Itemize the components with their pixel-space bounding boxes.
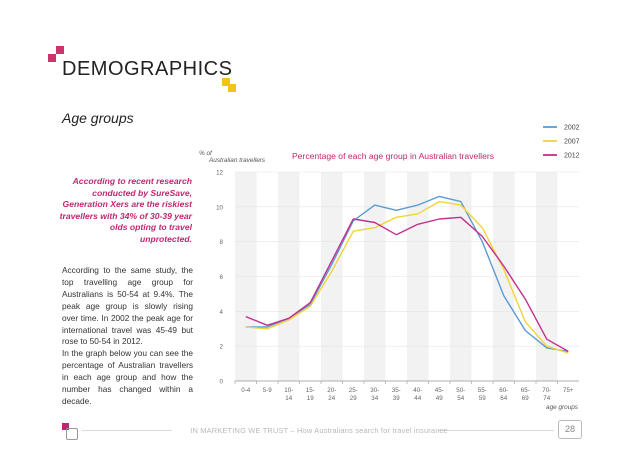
- logo-block-yellow: [222, 78, 230, 86]
- x-tick-label: 25-29: [349, 387, 358, 402]
- y-tick-label: 0: [220, 379, 224, 386]
- footer-logo-gray: [66, 428, 78, 440]
- x-tick-label: 50-54: [456, 387, 465, 402]
- x-tick-label: 75+: [563, 387, 574, 394]
- age-group-line-chart: 0 2 4 6 8 10 12 0-4 5-9 10-14 15-19 20-24 25-29 30-3…: [199, 125, 580, 412]
- page-number: 28: [558, 420, 582, 439]
- x-tick-label: 70-74: [542, 387, 551, 402]
- y-tick-label: 4: [220, 309, 224, 316]
- logo-block-pink-2: [56, 46, 64, 54]
- legend-label-2002: 2002: [564, 125, 580, 132]
- x-tick-label: 0-4: [241, 387, 251, 394]
- body-paragraph-2: In the graph below you can see the perce…: [62, 348, 193, 406]
- x-tick-label: 55-59: [478, 387, 487, 402]
- x-axis-label: age groups: [546, 404, 579, 411]
- x-tick-label: 60-64: [499, 387, 508, 402]
- x-tick-label: 65-69: [521, 387, 530, 402]
- x-tick-label: 30-34: [370, 387, 379, 402]
- body-paragraph-1: According to the same study, the top tra…: [62, 265, 193, 347]
- series-line-2012: [245, 216, 569, 353]
- logo-block-yellow-2: [228, 84, 236, 92]
- x-tick-label: 35-39: [392, 387, 401, 402]
- y-tick-label: 12: [216, 170, 223, 177]
- x-tick-label: 5-9: [263, 387, 273, 394]
- chart-title: Percentage of each age group in Australi…: [292, 151, 494, 161]
- series-line-2007: [245, 200, 569, 354]
- footer-logo-pink: [62, 423, 69, 430]
- legend-label-2007: 2007: [564, 139, 580, 146]
- y-tick-label: 2: [220, 344, 224, 351]
- logo-block-pink: [48, 54, 56, 62]
- y-tick-label: 6: [220, 274, 224, 281]
- x-tick-label: 10-14: [284, 387, 293, 402]
- y-tick-label: 8: [220, 239, 224, 246]
- highlight-quote: According to recent research conducted b…: [59, 176, 192, 244]
- x-tick-label: 15-19: [306, 387, 315, 402]
- series-line-2002: [245, 195, 569, 353]
- footer-divider-right: [438, 430, 554, 431]
- footer-text: IN MARKETING WE TRUST – How Australians …: [190, 426, 448, 435]
- legend-label-2012: 2012: [564, 153, 580, 160]
- y-tick-label: 10: [216, 204, 223, 211]
- y-axis-label: % of Australian travellers: [199, 150, 266, 164]
- body-text: According to the same study, the top tra…: [62, 265, 193, 408]
- x-tick-label: 20-24: [327, 387, 336, 402]
- section-subtitle: Age groups: [62, 110, 134, 126]
- page-title: DEMOGRAPHICS: [62, 58, 233, 80]
- x-tick-label: 40-44: [413, 387, 422, 402]
- x-tick-label: 45-49: [435, 387, 444, 402]
- footer-divider-left: [82, 430, 172, 431]
